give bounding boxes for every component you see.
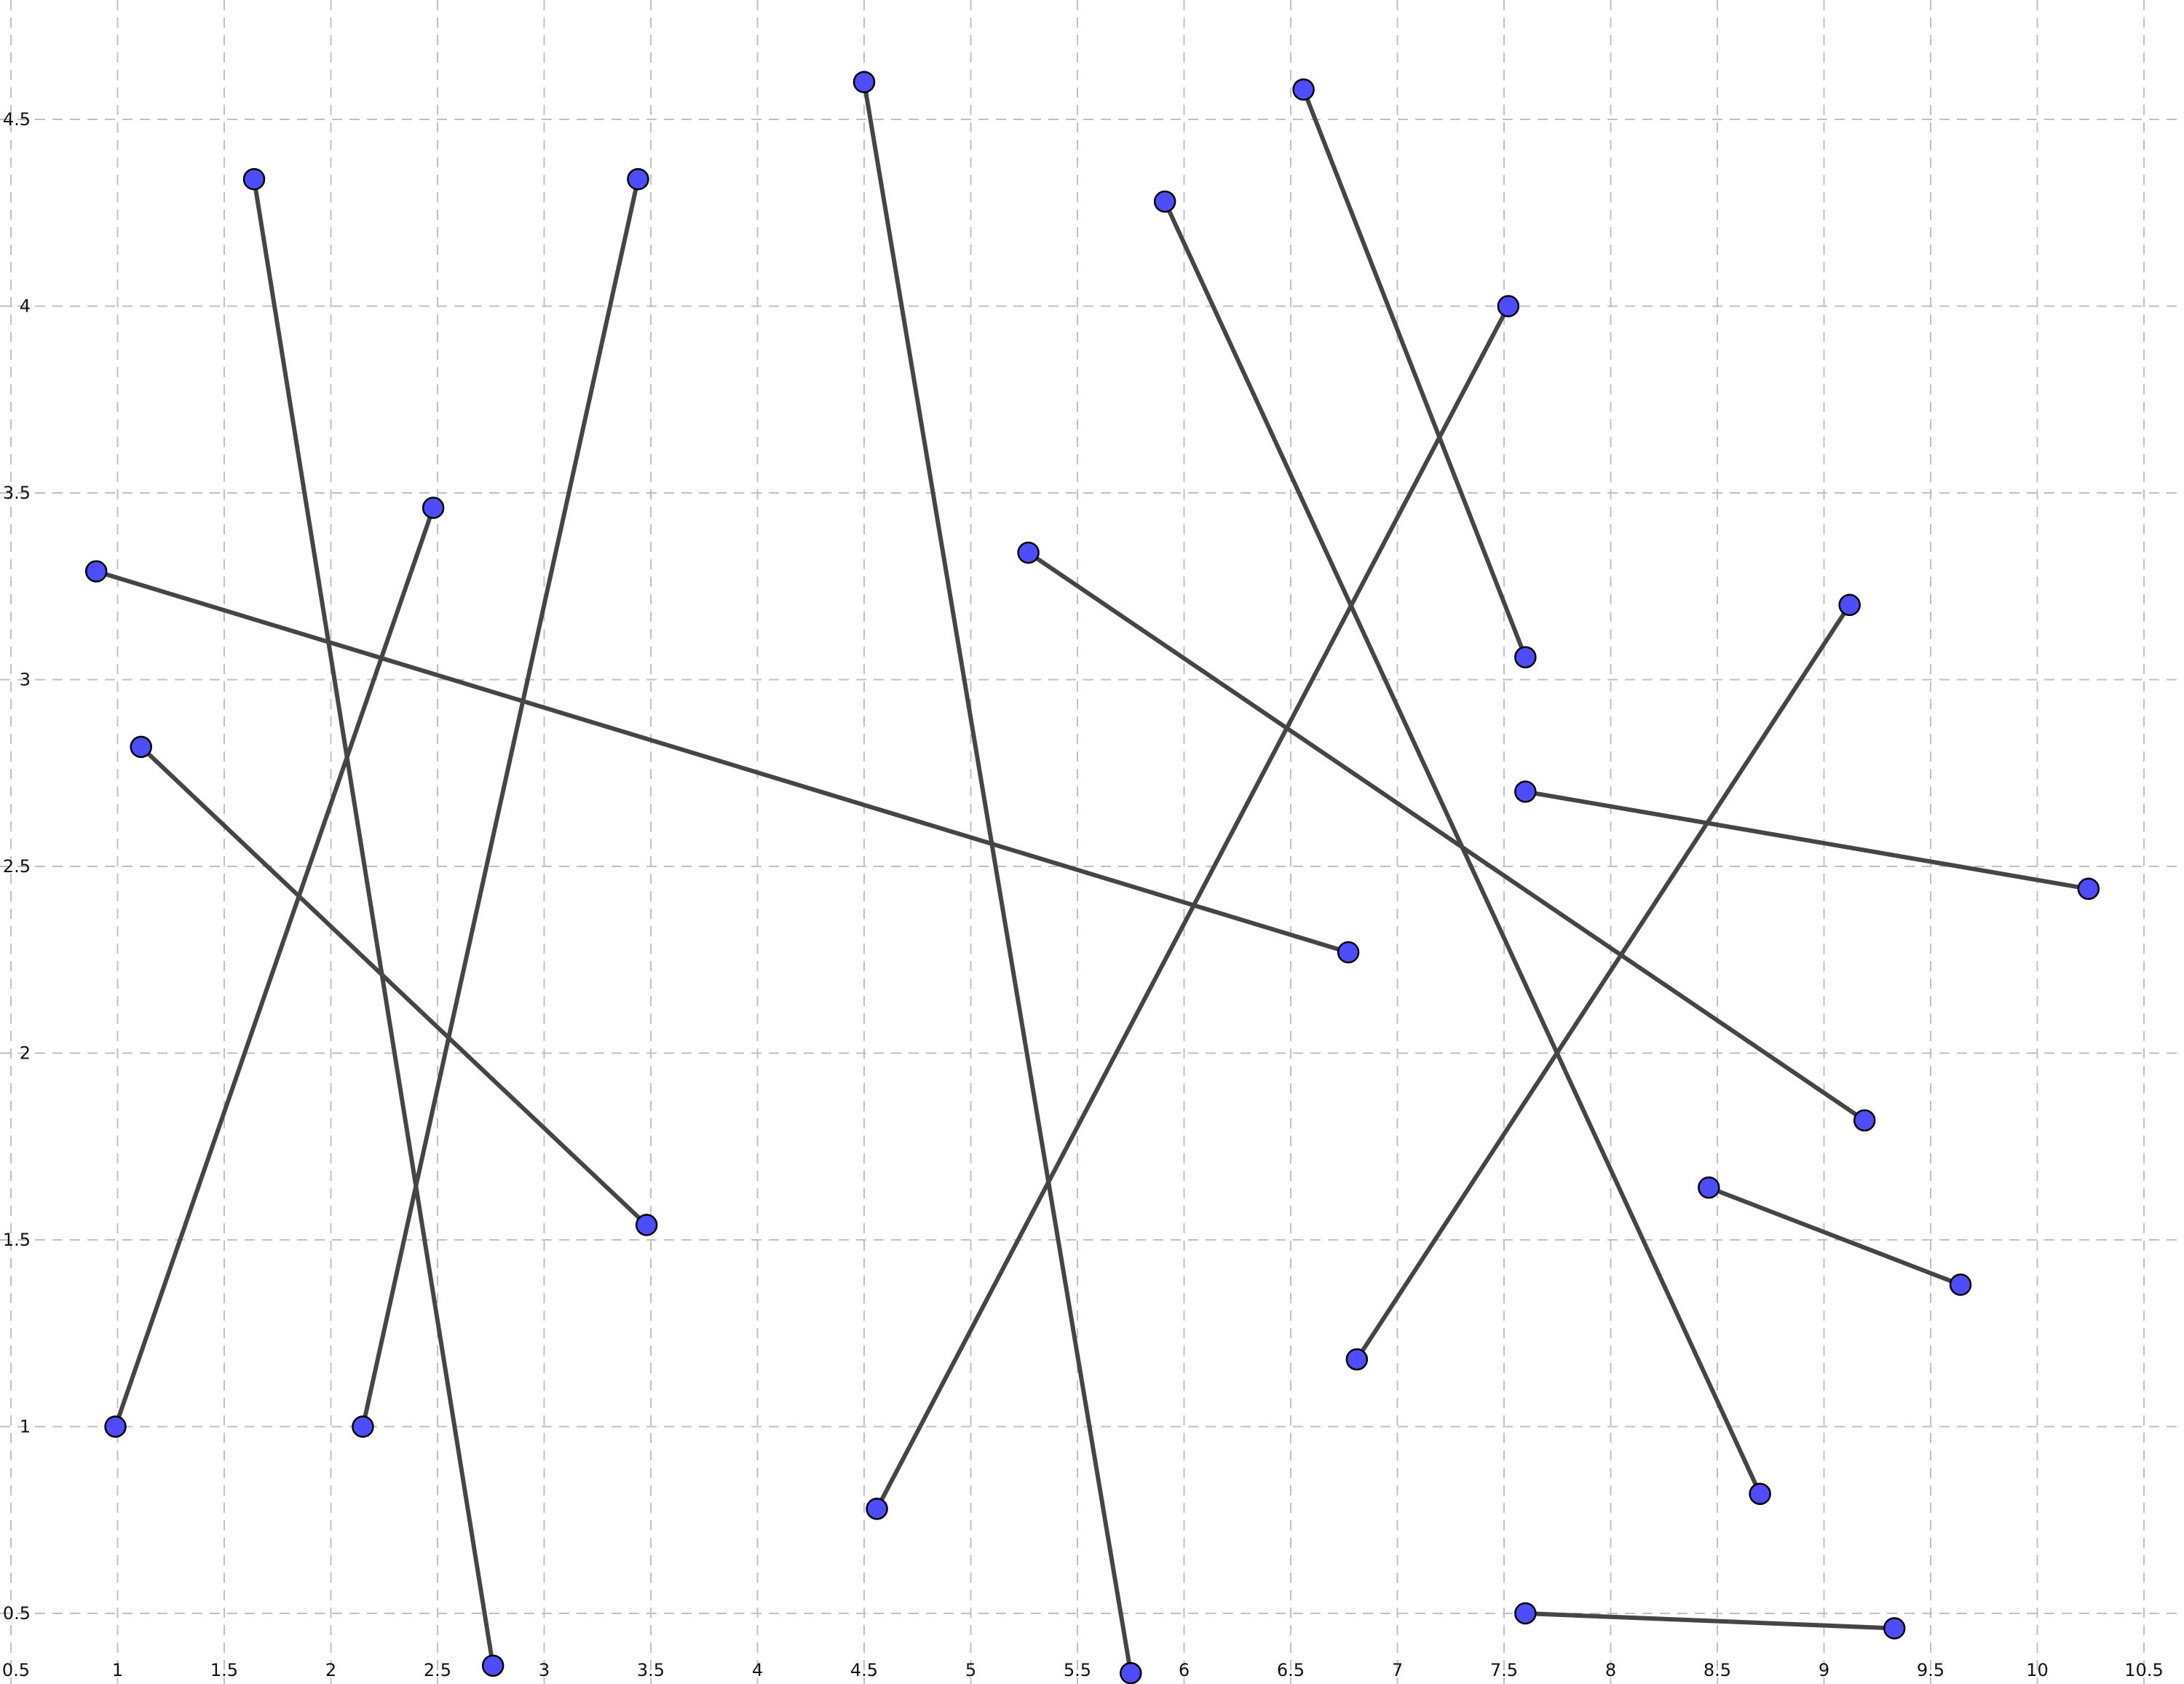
point-12-end[interactable] [2077,877,2100,901]
y-tick-label: 2.5 [3,856,31,877]
segment-4[interactable] [138,744,649,1228]
point-7-start[interactable] [866,1498,888,1520]
point-10-end[interactable] [1853,1109,1876,1132]
x-tick-label: 9.5 [1917,1660,1944,1680]
point-5-end[interactable] [1337,941,1360,964]
segment-5[interactable] [94,569,1351,954]
x-tick-label: 1.5 [210,1660,238,1680]
x-tick-label: 4 [752,1660,763,1680]
x-tick-label: 1 [112,1660,123,1680]
x-tick-label: 7 [1392,1660,1403,1680]
x-tick-label: 8 [1605,1660,1616,1680]
point-10-start[interactable] [1017,541,1040,564]
point-14-end[interactable] [1883,1617,1906,1640]
x-tick-label: 10.5 [2124,1660,2163,1680]
x-tick-label: 5 [965,1660,976,1680]
x-tick-label: 3.5 [637,1660,665,1680]
x-tick-label: 9 [1819,1660,1829,1680]
segment-2[interactable] [113,505,436,1429]
x-tick-label: 6.5 [1277,1660,1305,1680]
segment-10[interactable] [1026,550,1867,1123]
x-tick-label: 3 [539,1660,550,1680]
point-2-end[interactable] [422,497,445,519]
segment-12[interactable] [1523,789,2091,891]
point-9-start[interactable] [1292,78,1315,101]
point-8-end[interactable] [1749,1482,1771,1506]
y-tick-label: 3.5 [3,483,31,503]
point-11-end[interactable] [1838,593,1861,617]
segment-7[interactable] [874,304,1511,1511]
segment-9[interactable] [1301,87,1528,660]
y-tick-label: 1 [20,1417,31,1437]
x-tick-label: 4.5 [850,1660,878,1680]
x-tick-label: 10 [2026,1660,2049,1680]
point-5-start[interactable] [84,560,108,582]
y-tick-label: 0.5 [3,1603,31,1624]
point-1-end[interactable] [481,1654,505,1677]
segment-14[interactable] [1523,1611,1897,1631]
point-11-start[interactable] [1345,1348,1369,1371]
y-tick-label: 2 [20,1043,31,1064]
point-1-start[interactable] [242,167,266,191]
segment-11[interactable] [1354,602,1852,1362]
point-3-end[interactable] [627,167,649,191]
y-tick-label: 1.5 [3,1230,31,1250]
point-13-start[interactable] [1698,1176,1720,1199]
segment-1[interactable] [252,177,496,1668]
axis-labels: 0.5 1 1.5 2 2.5 3 3.5 4 4.5 5 5.5 6 6.5 7 7.5 8 8.5 9 9.5 1… [2,109,2164,1680]
x-tick-label: 5.5 [1064,1660,1091,1680]
x-tick-label: 7.5 [1490,1660,1518,1680]
point-8-start[interactable] [1153,190,1176,213]
x-tick-label: 0.5 [2,1660,30,1680]
segment-3[interactable] [360,177,641,1429]
point-12-start[interactable] [1514,780,1537,803]
segment-13[interactable] [1706,1185,1963,1287]
point-4-start[interactable] [130,735,152,759]
point-6-start[interactable] [852,71,876,93]
x-tick-label: 8.5 [1704,1660,1731,1680]
y-tick-label: 3 [20,670,31,690]
point-13-end[interactable] [1949,1273,1972,1296]
point-7-end[interactable] [1497,295,1520,317]
point-2-start[interactable] [104,1415,127,1438]
x-tick-label: 2 [325,1660,336,1680]
y-tick-label: 4 [20,296,31,317]
point-4-end[interactable] [635,1214,658,1236]
segments [94,79,2091,1676]
point-9-end[interactable] [1514,646,1537,668]
point-14-start[interactable] [1514,1602,1537,1625]
x-tick-label: 2.5 [424,1660,451,1680]
segment-6[interactable] [862,79,1133,1676]
y-tick-label: 4.5 [3,109,31,130]
point-6-end[interactable] [1120,1661,1142,1684]
x-tick-label: 6 [1179,1660,1190,1680]
point-3-start[interactable] [352,1415,374,1438]
points [84,71,2100,1684]
